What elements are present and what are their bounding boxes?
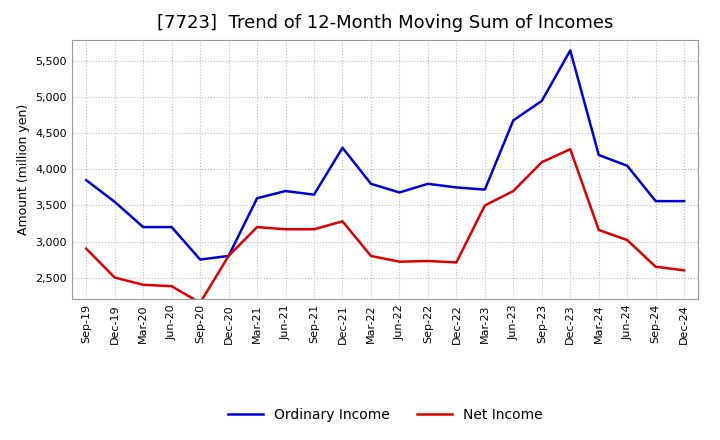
Y-axis label: Amount (million yen): Amount (million yen) — [17, 104, 30, 235]
Ordinary Income — [282, 188, 290, 194]
Title: [7723]  Trend of 12-Month Moving Sum of Incomes: [7723] Trend of 12-Month Moving Sum of I… — [157, 15, 613, 33]
Ordinary Income — [480, 187, 489, 192]
Net Income — [310, 227, 318, 232]
Line: Ordinary Income: Ordinary Income — [86, 51, 684, 260]
Line: Net Income: Net Income — [86, 149, 684, 303]
Net Income — [82, 246, 91, 251]
Net Income — [480, 203, 489, 208]
Net Income — [110, 275, 119, 280]
Ordinary Income — [167, 224, 176, 230]
Net Income — [595, 227, 603, 233]
Ordinary Income — [139, 224, 148, 230]
Net Income — [566, 147, 575, 152]
Ordinary Income — [82, 178, 91, 183]
Ordinary Income — [566, 48, 575, 53]
Net Income — [282, 227, 290, 232]
Ordinary Income — [110, 199, 119, 205]
Net Income — [225, 253, 233, 259]
Ordinary Income — [652, 198, 660, 204]
Legend: Ordinary Income, Net Income: Ordinary Income, Net Income — [222, 402, 548, 427]
Net Income — [623, 238, 631, 243]
Ordinary Income — [423, 181, 432, 187]
Net Income — [423, 258, 432, 264]
Ordinary Income — [452, 185, 461, 190]
Net Income — [366, 253, 375, 259]
Ordinary Income — [595, 152, 603, 158]
Ordinary Income — [395, 190, 404, 195]
Net Income — [139, 282, 148, 287]
Ordinary Income — [310, 192, 318, 197]
Net Income — [253, 224, 261, 230]
Ordinary Income — [509, 118, 518, 123]
Ordinary Income — [366, 181, 375, 187]
Ordinary Income — [537, 98, 546, 103]
Net Income — [537, 160, 546, 165]
Net Income — [452, 260, 461, 265]
Net Income — [509, 188, 518, 194]
Ordinary Income — [680, 198, 688, 204]
Ordinary Income — [225, 253, 233, 259]
Net Income — [395, 259, 404, 264]
Net Income — [680, 268, 688, 273]
Ordinary Income — [338, 145, 347, 150]
Ordinary Income — [623, 163, 631, 169]
Net Income — [196, 300, 204, 305]
Ordinary Income — [253, 196, 261, 201]
Net Income — [652, 264, 660, 269]
Ordinary Income — [196, 257, 204, 262]
Net Income — [338, 219, 347, 224]
Net Income — [167, 284, 176, 289]
